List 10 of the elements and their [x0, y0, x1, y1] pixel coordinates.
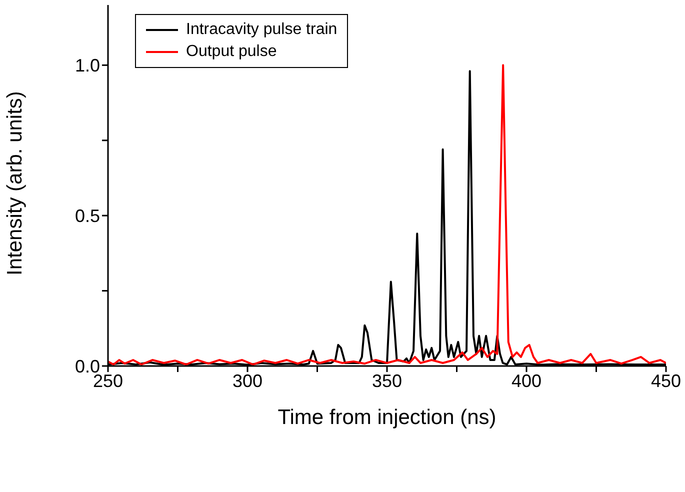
- x-tick-label: 400: [511, 370, 542, 391]
- y-tick-label: 1.0: [74, 56, 100, 76]
- x-tick-label: 450: [650, 370, 682, 391]
- y-axis-title: Intensity (arb. units): [3, 91, 26, 276]
- x-tick-label: 350: [372, 370, 402, 391]
- legend-label: Output pulse: [186, 43, 277, 61]
- y-tick-label: 0.5: [74, 206, 100, 226]
- x-tick-label: 300: [232, 370, 263, 391]
- x-axis-title: Time from injection (ns): [278, 406, 496, 429]
- legend-label: Intracavity pulse train: [186, 21, 338, 39]
